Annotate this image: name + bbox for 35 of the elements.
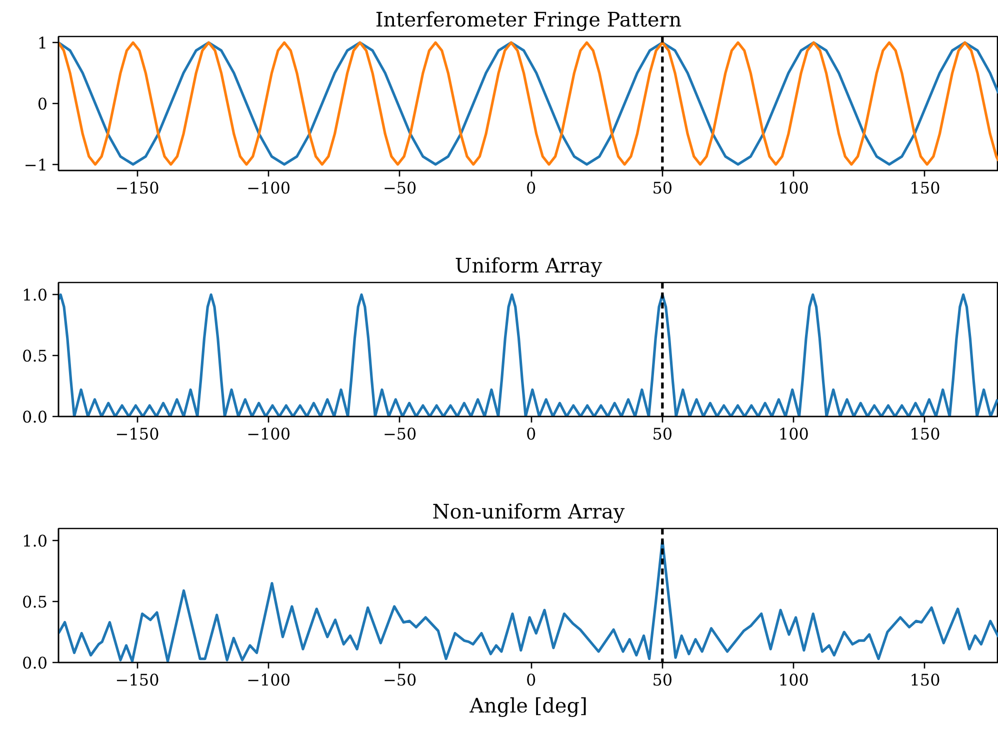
chart-title: Uniform Array [454,254,603,278]
x-tick-label: 50 [652,670,673,690]
chart-title: Interferometer Fringe Pattern [375,8,682,32]
x-tick-label: 100 [778,424,809,444]
x-tick-label: −50 [382,178,417,198]
x-tick-label: 50 [652,424,673,444]
y-tick-label: 1.0 [22,532,48,551]
x-tick-label: −50 [382,670,417,690]
x-tick-label: −150 [115,178,160,198]
x-tick-label: 150 [910,424,940,444]
y-tick-label: 0.0 [22,408,48,426]
y-tick-label: 0.5 [22,346,48,366]
x-tick-label: −100 [246,670,291,690]
line-series [58,41,998,166]
x-tick-label: 50 [652,178,673,198]
x-tick-label: 150 [910,178,940,198]
x-tick-label: −100 [246,178,291,198]
x-tick-label: −150 [115,424,160,444]
y-tick-label: 0.0 [22,654,48,672]
y-tick-label: 1 [37,34,48,53]
y-tick-label: 1.0 [22,286,48,305]
y-tick-label: 0 [37,94,48,114]
x-tick-label: −100 [246,424,291,444]
y-tick-label: 0.5 [22,592,48,612]
x-axis-title: Angle [deg] [468,694,588,718]
x-tick-label: −150 [115,670,160,690]
x-tick-label: 100 [778,670,809,690]
x-tick-label: 0 [526,424,536,444]
x-tick-label: 150 [910,670,940,690]
x-tick-label: 100 [778,178,809,198]
x-tick-label: 0 [526,670,536,690]
chart-title: Non-uniform Array [432,500,626,524]
y-tick-label: −1 [24,155,48,174]
x-tick-label: −50 [382,424,417,444]
x-tick-label: 0 [526,178,536,198]
